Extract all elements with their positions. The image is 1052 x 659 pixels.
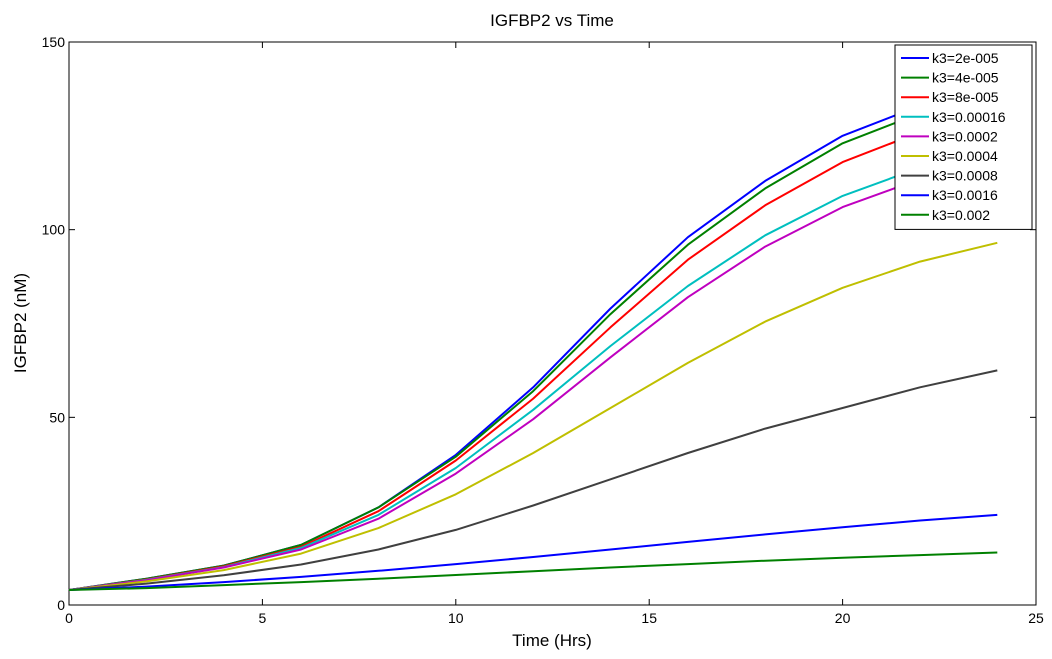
x-tick-label: 0 bbox=[65, 610, 73, 626]
legend-label: k3=0.0004 bbox=[932, 148, 998, 164]
y-tick-label: 50 bbox=[49, 409, 65, 425]
x-tick-label: 25 bbox=[1028, 610, 1044, 626]
y-tick-label: 150 bbox=[42, 34, 66, 50]
legend-label: k3=8e-005 bbox=[932, 89, 999, 105]
legend-label: k3=0.00016 bbox=[932, 109, 1006, 125]
y-tick-label: 0 bbox=[57, 597, 65, 613]
legend-label: k3=0.002 bbox=[932, 207, 990, 223]
legend-label: k3=0.0008 bbox=[932, 168, 998, 184]
legend: k3=2e-005 k3=4e-005 k3=8e-005 k3=0.00016 k3=… bbox=[894, 44, 1033, 230]
x-tick-label: 5 bbox=[259, 610, 267, 626]
legend-label: k3=0.0002 bbox=[932, 128, 998, 144]
x-tick-label: 15 bbox=[641, 610, 657, 626]
series-line-6 bbox=[68, 241, 998, 591]
legend-label: k3=2e-005 bbox=[932, 50, 999, 66]
axes: 0 5 10 15 20 25 0 50 100 150 bbox=[42, 34, 1044, 626]
plot-frame bbox=[68, 41, 1037, 606]
chart-title: IGFBP2 vs Time bbox=[490, 11, 614, 30]
series-line-8 bbox=[68, 513, 998, 591]
legend-label: k3=0.0016 bbox=[932, 187, 998, 203]
x-tick-label: 20 bbox=[835, 610, 851, 626]
series-line-5 bbox=[68, 161, 998, 591]
x-axis-label: Time (Hrs) bbox=[512, 631, 592, 650]
legend-label: k3=4e-005 bbox=[932, 70, 999, 86]
y-tick-label: 100 bbox=[42, 222, 66, 238]
series-line-9 bbox=[68, 551, 998, 591]
series-line-7 bbox=[68, 369, 998, 591]
plot-area bbox=[68, 41, 1037, 606]
y-axis-label: IGFBP2 (nM) bbox=[11, 273, 30, 373]
x-tick-label: 10 bbox=[448, 610, 464, 626]
